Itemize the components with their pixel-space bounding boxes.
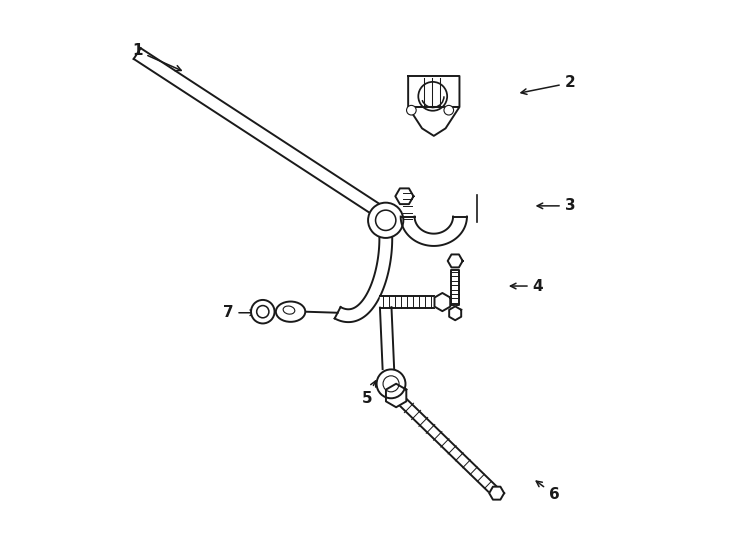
Polygon shape [435, 293, 450, 311]
Polygon shape [386, 384, 407, 407]
Polygon shape [380, 307, 394, 369]
Circle shape [444, 105, 454, 115]
Text: 7: 7 [222, 305, 255, 320]
Circle shape [377, 369, 405, 399]
Polygon shape [134, 48, 387, 219]
Polygon shape [380, 296, 434, 308]
Circle shape [407, 105, 416, 115]
Polygon shape [401, 217, 467, 246]
Text: 3: 3 [537, 198, 575, 213]
Text: 2: 2 [521, 76, 575, 94]
Polygon shape [451, 270, 459, 305]
Text: 1: 1 [132, 43, 181, 71]
Text: 5: 5 [362, 381, 376, 406]
Text: 6: 6 [537, 481, 559, 502]
Ellipse shape [276, 301, 305, 322]
Polygon shape [396, 188, 413, 204]
Polygon shape [449, 306, 461, 320]
Polygon shape [489, 487, 504, 500]
Circle shape [251, 300, 275, 323]
Text: 4: 4 [510, 279, 543, 294]
Polygon shape [335, 212, 392, 322]
Circle shape [368, 202, 404, 238]
Polygon shape [408, 76, 459, 136]
Polygon shape [448, 254, 462, 267]
